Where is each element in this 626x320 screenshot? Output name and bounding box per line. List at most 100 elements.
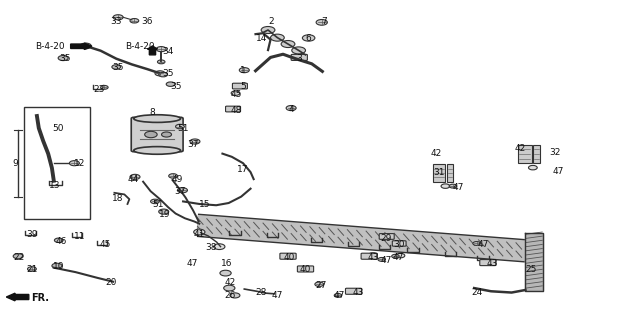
Text: 39: 39 xyxy=(26,230,38,239)
Text: 30: 30 xyxy=(393,240,404,249)
FancyBboxPatch shape xyxy=(291,54,307,60)
Text: 42: 42 xyxy=(224,278,235,287)
Text: 13: 13 xyxy=(49,181,61,190)
Circle shape xyxy=(58,55,68,60)
Text: 44: 44 xyxy=(128,175,139,184)
Circle shape xyxy=(292,47,305,54)
Text: 47: 47 xyxy=(334,291,345,300)
Circle shape xyxy=(334,293,342,297)
Circle shape xyxy=(213,244,225,250)
Circle shape xyxy=(378,258,386,261)
Text: 41: 41 xyxy=(193,230,205,239)
Circle shape xyxy=(231,91,240,95)
Circle shape xyxy=(528,165,537,170)
Text: 20: 20 xyxy=(106,278,117,287)
Circle shape xyxy=(151,199,160,204)
Circle shape xyxy=(54,238,63,243)
FancyArrow shape xyxy=(148,46,158,55)
Circle shape xyxy=(69,161,80,166)
Text: 48: 48 xyxy=(230,106,242,115)
Text: B-4-20: B-4-20 xyxy=(126,42,155,52)
Text: 47: 47 xyxy=(187,259,198,268)
Circle shape xyxy=(286,106,296,111)
Text: 23: 23 xyxy=(93,85,105,94)
Text: 34: 34 xyxy=(162,47,173,56)
Circle shape xyxy=(281,41,295,48)
Text: 45: 45 xyxy=(230,90,242,99)
Text: 47: 47 xyxy=(477,240,489,249)
Text: 40: 40 xyxy=(299,265,310,275)
Text: 37: 37 xyxy=(187,140,198,148)
Text: 50: 50 xyxy=(52,124,63,132)
Text: 4: 4 xyxy=(289,105,294,114)
FancyBboxPatch shape xyxy=(361,253,377,259)
Bar xyxy=(447,164,453,182)
FancyArrow shape xyxy=(6,293,29,301)
Circle shape xyxy=(167,82,175,86)
Text: 43: 43 xyxy=(486,259,498,268)
Text: 35: 35 xyxy=(59,53,70,62)
Text: 19: 19 xyxy=(159,210,170,219)
Circle shape xyxy=(230,293,240,298)
Circle shape xyxy=(155,71,165,76)
Ellipse shape xyxy=(134,115,180,123)
Text: 38: 38 xyxy=(205,243,217,252)
Text: 51: 51 xyxy=(153,200,164,209)
Text: 8: 8 xyxy=(150,108,155,117)
Text: FR.: FR. xyxy=(31,293,49,303)
Text: 11: 11 xyxy=(74,232,86,241)
Text: 47: 47 xyxy=(381,256,392,265)
Text: 17: 17 xyxy=(237,165,249,174)
Text: 26: 26 xyxy=(224,291,235,300)
Text: 29: 29 xyxy=(381,234,392,243)
FancyBboxPatch shape xyxy=(379,234,394,239)
Circle shape xyxy=(190,139,200,144)
FancyBboxPatch shape xyxy=(131,117,183,152)
FancyBboxPatch shape xyxy=(297,266,314,272)
Text: 5: 5 xyxy=(240,82,245,91)
Circle shape xyxy=(145,131,157,138)
Text: 9: 9 xyxy=(12,159,18,168)
Circle shape xyxy=(302,35,315,41)
Text: 35: 35 xyxy=(112,63,123,72)
Circle shape xyxy=(158,60,165,64)
Circle shape xyxy=(315,282,324,286)
Text: 47: 47 xyxy=(393,253,404,262)
Circle shape xyxy=(130,19,139,23)
Text: 47: 47 xyxy=(552,167,563,176)
Ellipse shape xyxy=(134,147,180,154)
Text: 32: 32 xyxy=(549,148,560,156)
Circle shape xyxy=(441,184,450,188)
Circle shape xyxy=(112,65,121,69)
Text: 25: 25 xyxy=(525,265,536,275)
Circle shape xyxy=(220,270,231,276)
Circle shape xyxy=(159,72,168,77)
Circle shape xyxy=(130,174,140,180)
Circle shape xyxy=(270,34,284,41)
Text: 37: 37 xyxy=(174,188,186,196)
FancyBboxPatch shape xyxy=(232,83,247,89)
Text: 47: 47 xyxy=(453,183,464,192)
Text: 47: 47 xyxy=(271,291,282,300)
Circle shape xyxy=(169,174,177,178)
Circle shape xyxy=(396,253,405,258)
Circle shape xyxy=(392,254,399,258)
Circle shape xyxy=(473,242,480,245)
Circle shape xyxy=(28,267,36,271)
Bar xyxy=(24,108,90,219)
FancyBboxPatch shape xyxy=(280,253,296,259)
Bar xyxy=(518,145,531,163)
Text: 43: 43 xyxy=(368,253,379,262)
Text: 18: 18 xyxy=(112,194,123,203)
Circle shape xyxy=(223,285,235,291)
FancyBboxPatch shape xyxy=(346,288,362,294)
Text: 12: 12 xyxy=(74,159,86,168)
Circle shape xyxy=(369,253,377,257)
FancyBboxPatch shape xyxy=(480,260,496,266)
Text: 45: 45 xyxy=(100,240,111,249)
Text: 46: 46 xyxy=(56,237,67,246)
Text: 16: 16 xyxy=(221,259,233,268)
Text: 6: 6 xyxy=(305,35,311,44)
Text: 27: 27 xyxy=(315,281,326,290)
Text: 21: 21 xyxy=(26,265,38,275)
